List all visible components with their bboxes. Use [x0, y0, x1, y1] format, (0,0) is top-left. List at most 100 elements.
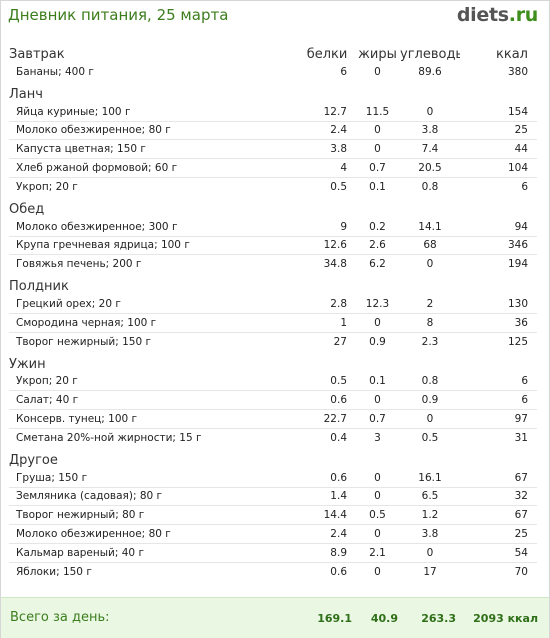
- empty-cell: [400, 273, 460, 295]
- total-carbs: 263.3: [421, 612, 456, 625]
- meal-section-header: Полдник: [9, 273, 537, 295]
- food-protein: 6: [340, 65, 347, 78]
- empty-cell: [355, 81, 400, 103]
- food-carbs: 0.5: [421, 431, 439, 444]
- meal-name: Другое: [9, 452, 58, 468]
- food-kcal: 36: [460, 313, 537, 333]
- food-name: Консерв. тунец; 100 г: [9, 409, 299, 429]
- food-name: Сметана 20%-ной жирности; 15 г: [16, 431, 202, 444]
- food-name: Молоко обезжиренное; 80 г: [9, 524, 299, 544]
- food-name: Смородина черная; 100 г: [9, 313, 299, 333]
- food-kcal: 32: [460, 487, 537, 507]
- food-carbs: 2: [400, 295, 460, 314]
- food-kcal: 380: [507, 65, 528, 78]
- empty-cell: [460, 273, 537, 295]
- food-carbs: 68: [400, 236, 460, 256]
- empty-cell: [299, 447, 355, 469]
- food-name: Укроп; 20 г: [9, 372, 299, 392]
- food-row: Яйца куриные; 100 г 12.7 11.5 0 154: [9, 102, 537, 122]
- food-row: Груша; 150 г 0.6 0 16.1 67: [9, 468, 537, 488]
- food-kcal: 44: [460, 139, 537, 160]
- food-row: Кальмар вареный; 40 г 8.9 2.1 0 54: [9, 543, 537, 563]
- food-fat: 6.2: [369, 258, 386, 271]
- food-carbs: 0: [400, 543, 460, 563]
- food-kcal: 194: [507, 258, 528, 271]
- day-total-label: Всего за день:: [10, 610, 110, 625]
- meal-name: Ланч: [9, 86, 43, 102]
- page-title: Дневник питания, 25 марта: [8, 6, 229, 24]
- food-fat: 0: [374, 565, 381, 578]
- food-carbs: 3.8: [400, 121, 460, 141]
- food-name: Земляника (садовая); 80 г: [9, 487, 299, 507]
- food-kcal: 6: [460, 390, 537, 411]
- food-fat: 3: [374, 431, 381, 444]
- food-row: Грецкий орех; 20 г 2.8 12.3 2 130: [9, 295, 537, 314]
- total-protein: 169.1: [317, 612, 352, 625]
- logo-main: diets: [456, 4, 509, 26]
- food-kcal: 70: [514, 565, 528, 578]
- food-protein: 9: [299, 217, 355, 237]
- food-fat: 2.1: [355, 543, 400, 563]
- food-carbs: 14.1: [400, 217, 460, 237]
- food-carbs: 17: [423, 565, 437, 578]
- food-fat: 0: [355, 524, 400, 544]
- empty-cell: [355, 273, 400, 295]
- food-kcal: 130: [460, 295, 537, 314]
- food-name: Грецкий орех; 20 г: [9, 295, 299, 314]
- empty-cell: [400, 447, 460, 469]
- food-carbs: 6.5: [400, 487, 460, 507]
- food-name: Салат; 40 г: [9, 390, 299, 411]
- food-fat: 0.7: [355, 158, 400, 178]
- food-fat: 0.1: [355, 372, 400, 392]
- empty-cell: [460, 196, 537, 218]
- empty-cell: [400, 81, 460, 103]
- meal-section-header: Ужин: [9, 351, 537, 373]
- food-kcal: 6: [460, 372, 537, 392]
- meal-section-header: Завтрак белки жиры углеводы ккал: [9, 46, 537, 63]
- food-carbs: 0.8: [421, 180, 439, 193]
- food-kcal: 346: [460, 236, 537, 256]
- food-row: Говяжья печень; 200 г 34.8 6.2 0 194: [9, 255, 537, 273]
- food-fat: 0.7: [355, 409, 400, 429]
- food-kcal: 125: [507, 335, 528, 348]
- empty-cell: [400, 196, 460, 218]
- food-protein: 2.8: [299, 295, 355, 314]
- empty-cell: [355, 447, 400, 469]
- food-protein: 12.6: [299, 236, 355, 256]
- diary-table: Завтрак белки жиры углеводы ккал Бананы; 400 …: [9, 46, 537, 581]
- food-name: Творог нежирный; 80 г: [9, 505, 299, 526]
- food-protein: 0.6: [299, 390, 355, 411]
- empty-cell: [355, 351, 400, 373]
- meal-name: Обед: [9, 201, 45, 217]
- food-carbs: 8: [400, 313, 460, 333]
- food-protein: 0.5: [330, 180, 347, 193]
- food-row: Земляника (садовая); 80 г 1.4 0 6.5 32: [9, 487, 537, 507]
- empty-cell: [299, 351, 355, 373]
- food-protein: 2.4: [299, 121, 355, 141]
- food-kcal: 154: [460, 102, 537, 122]
- empty-cell: [355, 196, 400, 218]
- food-name: Яблоки; 150 г: [16, 565, 92, 578]
- food-protein: 34.8: [323, 258, 347, 271]
- meal-name: Ужин: [9, 356, 46, 372]
- food-protein: 0.6: [299, 468, 355, 488]
- food-carbs: 0: [426, 258, 434, 271]
- food-row: Укроп; 20 г 0.5 0.1 0.8 6: [9, 177, 537, 195]
- food-row: Капуста цветная; 150 г 3.8 0 7.4 44: [9, 139, 537, 160]
- meal-section-header: Другое: [9, 447, 537, 469]
- food-row: Салат; 40 г 0.6 0 0.9 6: [9, 390, 537, 411]
- food-name: Капуста цветная; 150 г: [9, 139, 299, 160]
- meal-section-header: Обед: [9, 196, 537, 218]
- food-protein: 14.4: [299, 505, 355, 526]
- food-row: Хлеб ржаной формовой; 60 г 4 0.7 20.5 104: [9, 158, 537, 178]
- food-fat: 0.5: [355, 505, 400, 526]
- total-kcal: 2093 ккал: [473, 612, 538, 625]
- food-protein: 22.7: [299, 409, 355, 429]
- meal-section-header: Ланч: [9, 81, 537, 103]
- food-name: Молоко обезжиренное; 80 г: [9, 121, 299, 141]
- site-logo[interactable]: diets.ru: [457, 4, 538, 26]
- empty-cell: [299, 273, 355, 295]
- food-name: Яйца куриные; 100 г: [9, 102, 299, 122]
- empty-cell: [460, 351, 537, 373]
- food-name: Говяжья печень; 200 г: [16, 258, 142, 271]
